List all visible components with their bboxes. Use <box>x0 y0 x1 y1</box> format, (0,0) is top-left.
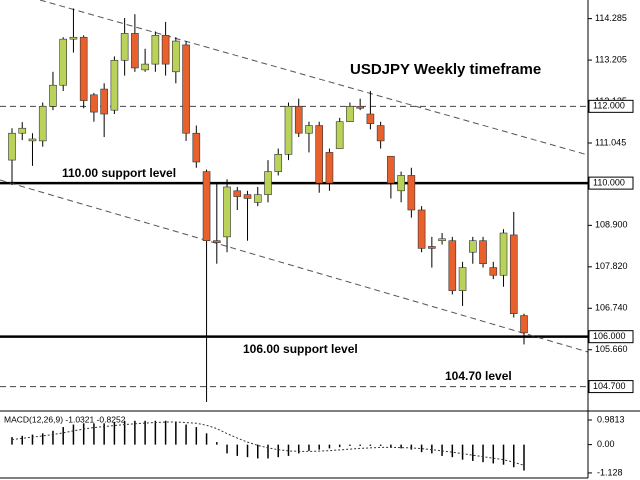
candle-body <box>376 125 385 142</box>
level-label: 104.700 <box>593 381 626 391</box>
macd-title: MACD(12,26,9) -1.0321 -0.8252 <box>4 414 126 424</box>
candle-body <box>284 106 293 155</box>
y-tick-label: 0.00 <box>597 439 615 449</box>
candle-body <box>172 40 180 73</box>
level-label-box <box>588 99 634 113</box>
y-tick-label: 113.205 <box>595 54 627 64</box>
candle-body <box>387 155 395 184</box>
candle-body <box>346 106 354 122</box>
candle-body <box>458 267 467 291</box>
candle-body <box>489 267 498 276</box>
y-tick-label: 108.900 <box>595 220 628 230</box>
candle-body <box>448 240 457 291</box>
candle-body <box>407 175 416 211</box>
chart-title: USDJPY Weekly timeframe <box>350 61 541 78</box>
candle-body <box>274 154 283 172</box>
level-label-box <box>588 330 634 344</box>
y-tick-label: 105.660 <box>595 344 628 354</box>
candle-body <box>182 44 190 134</box>
candle-body <box>397 175 405 192</box>
y-tick-label: 111.045 <box>595 137 626 147</box>
candle-body <box>479 240 487 265</box>
candle-body <box>49 84 57 107</box>
annotation: 106.00 support level <box>243 342 358 356</box>
candle-body <box>223 186 231 238</box>
candle-body <box>428 246 436 249</box>
candle-body <box>325 152 334 184</box>
annotation: 104.70 level <box>445 369 512 383</box>
y-tick-label: 114.285 <box>595 13 627 23</box>
candle-body <box>69 36 78 40</box>
level-label: 106.000 <box>593 331 626 341</box>
candle-body <box>253 194 262 203</box>
level-label-box <box>588 176 634 190</box>
y-tick-label: 106.740 <box>595 303 628 313</box>
level-label: 112.000 <box>593 101 625 111</box>
trend-line <box>39 0 589 156</box>
candle-body <box>18 127 27 134</box>
candle-body <box>294 106 303 134</box>
candle-body <box>499 232 508 276</box>
candle-body <box>509 234 518 314</box>
candle-body <box>90 94 98 113</box>
annotation: 110.00 support level <box>62 166 176 180</box>
candle-body <box>100 88 108 115</box>
candle-body <box>110 59 119 111</box>
candle-body <box>417 209 426 249</box>
candle-body <box>335 121 344 149</box>
candle-body <box>438 238 446 242</box>
candle-body <box>151 35 160 65</box>
y-tick-label: 107.820 <box>595 261 628 271</box>
candle-body <box>468 240 477 253</box>
candle-body <box>366 113 375 124</box>
level-label-box <box>588 380 634 394</box>
candle-body <box>243 194 252 199</box>
candle-body <box>202 171 211 242</box>
candle-body <box>315 125 324 184</box>
y-tick-label: -1.128 <box>597 467 623 477</box>
candle-body <box>59 38 68 86</box>
candle-body <box>305 125 313 134</box>
candle-body <box>8 132 16 161</box>
macd-signal <box>11 421 525 466</box>
candle-body <box>120 33 129 61</box>
candle-body <box>161 35 170 65</box>
candle-body <box>356 106 364 109</box>
candle-body <box>264 171 272 195</box>
candle-body <box>38 106 47 142</box>
candle-body <box>131 33 139 69</box>
trend-line <box>0 179 589 353</box>
candle-body <box>520 315 528 334</box>
candle-body <box>213 240 221 243</box>
candle-body <box>233 190 242 197</box>
y-tick-label: 0.9813 <box>597 414 625 424</box>
level-label: 110.000 <box>593 177 625 187</box>
candle-body <box>79 36 88 101</box>
candle-body <box>192 132 201 163</box>
candle-body <box>28 138 37 142</box>
candle-body <box>141 63 149 71</box>
